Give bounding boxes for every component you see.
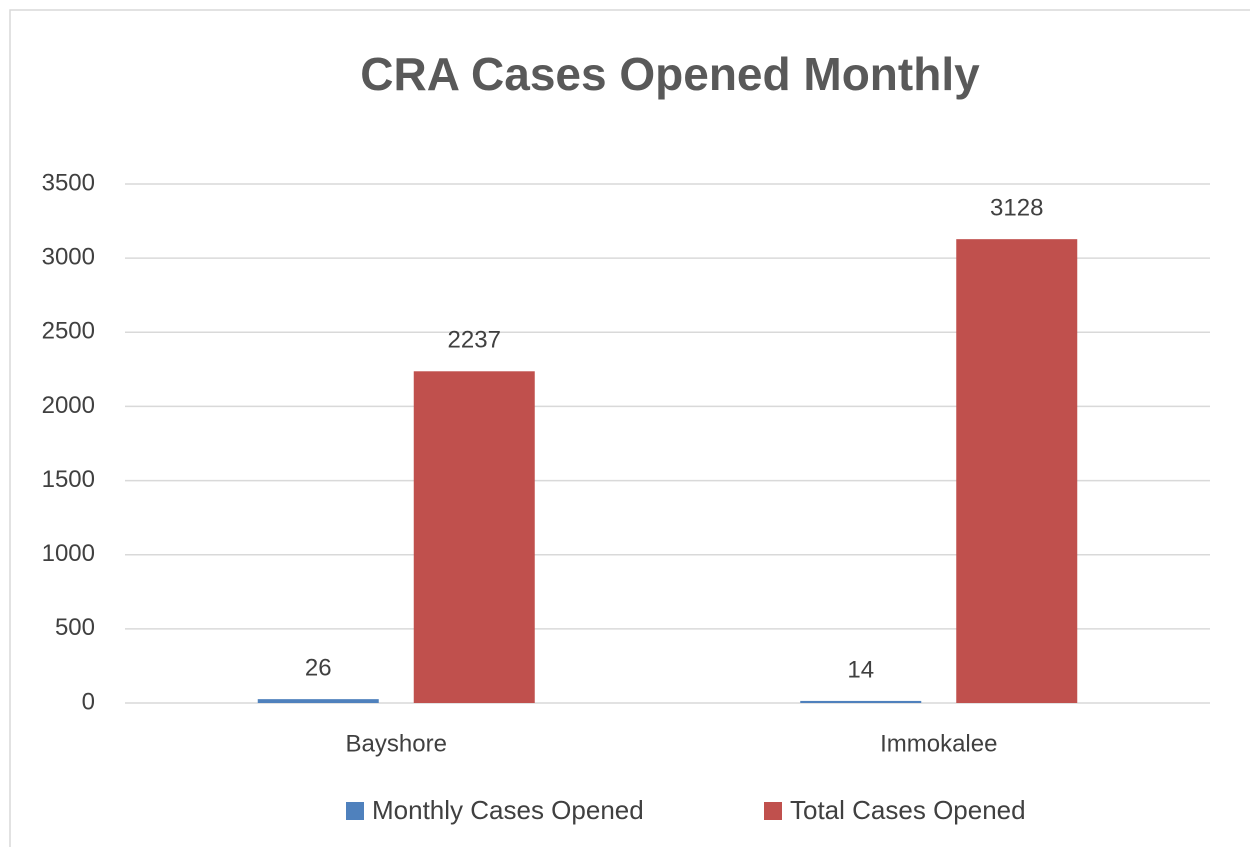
y-tick-label: 0 [82, 688, 95, 715]
legend-label: Total Cases Opened [790, 795, 1026, 825]
bar [413, 371, 535, 703]
x-tick-label: Bayshore [346, 730, 447, 757]
data-label: 2237 [448, 327, 501, 354]
chart-title: CRA Cases Opened Monthly [360, 48, 980, 100]
legend-swatch [346, 802, 364, 820]
legend-label: Monthly Cases Opened [372, 795, 644, 825]
y-tick-label: 2000 [42, 392, 95, 419]
bar [257, 699, 379, 703]
y-tick-label: 1500 [42, 466, 95, 493]
legend-swatch [764, 802, 782, 820]
data-label: 3128 [990, 195, 1043, 222]
y-tick-label: 500 [55, 614, 95, 641]
data-label: 26 [305, 654, 332, 681]
bar [956, 239, 1078, 703]
data-label: 14 [847, 656, 874, 683]
bar [800, 700, 922, 703]
y-tick-label: 2500 [42, 318, 95, 345]
x-tick-label: Immokalee [880, 730, 997, 757]
y-tick-label: 3000 [42, 243, 95, 270]
y-tick-label: 1000 [42, 540, 95, 567]
y-tick-label: 3500 [42, 169, 95, 196]
